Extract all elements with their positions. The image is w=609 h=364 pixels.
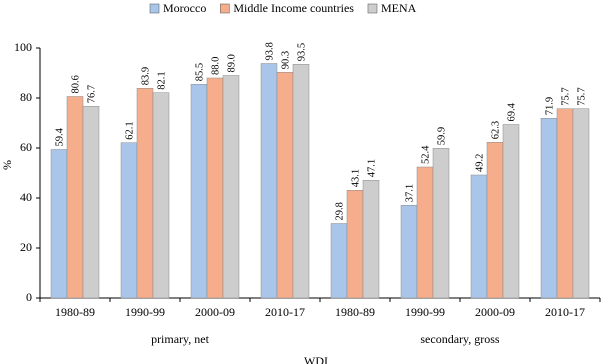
x-tick-label: 1990-99 (125, 305, 165, 319)
x-tick-label: 2000-09 (475, 305, 515, 319)
x-tick-label: 2000-09 (195, 305, 235, 319)
value-label: 89.0 (226, 54, 237, 72)
bar (206, 77, 224, 299)
bar (486, 142, 504, 299)
bar (362, 180, 380, 299)
legend-label: Middle Income countries (233, 1, 354, 15)
bar (82, 106, 100, 299)
legend-swatch (367, 3, 378, 14)
legend-swatch (149, 3, 160, 14)
bar (292, 64, 310, 299)
y-tick-label: 100 (14, 40, 32, 54)
value-label: 29.8 (334, 202, 345, 220)
bar (50, 149, 68, 299)
bar (502, 124, 520, 299)
y-axis-label: % (0, 160, 14, 170)
value-label: 52.4 (420, 145, 431, 164)
bar (432, 148, 450, 299)
value-label: 85.5 (194, 63, 205, 81)
source: WDI (304, 354, 328, 364)
y-tick-label: 40 (20, 190, 32, 204)
bar (540, 118, 558, 299)
x-tick-label: 1980-89 (55, 305, 95, 319)
y-tick-label: 0 (26, 290, 32, 304)
value-label: 93.8 (264, 42, 275, 60)
bar (276, 72, 294, 299)
group-label: secondary, gross (420, 332, 500, 346)
bar (222, 75, 240, 299)
bar (346, 190, 364, 299)
value-label: 49.2 (474, 154, 485, 172)
y-tick-label: 80 (20, 90, 32, 104)
y-tick-label: 20 (20, 240, 32, 254)
value-label: 69.4 (506, 102, 517, 121)
bar (556, 108, 574, 299)
bar (190, 84, 208, 299)
x-tick-label: 1990-99 (405, 305, 445, 319)
value-label: 59.4 (54, 127, 65, 146)
bar (120, 142, 138, 299)
legend-label: Morocco (163, 1, 206, 15)
bar (260, 63, 278, 299)
value-label: 71.9 (544, 97, 555, 115)
group-label: primary, net (151, 332, 210, 346)
value-label: 62.3 (490, 121, 501, 139)
value-label: 43.1 (350, 169, 361, 187)
value-label: 37.1 (404, 184, 415, 202)
value-label: 47.1 (366, 159, 377, 177)
bar (66, 96, 84, 299)
bar (572, 108, 590, 299)
y-tick-label: 60 (20, 140, 32, 154)
x-tick-label: 2010-17 (545, 305, 585, 319)
legend-swatch (220, 3, 230, 14)
value-label: 88.0 (210, 57, 221, 75)
value-label: 59.9 (436, 127, 447, 145)
value-label: 62.1 (124, 121, 135, 139)
bar (470, 174, 488, 299)
x-tick-label: 2010-17 (265, 305, 305, 319)
legend-label: MENA (381, 1, 417, 15)
value-label: 82.1 (156, 71, 167, 89)
value-label: 90.3 (280, 51, 291, 69)
x-tick-label: 1980-89 (335, 305, 375, 319)
value-label: 83.9 (140, 67, 151, 85)
value-label: 75.7 (560, 87, 571, 105)
value-label: 80.6 (70, 75, 81, 93)
bar (400, 205, 418, 299)
value-label: 76.7 (86, 85, 97, 103)
value-label: 93.5 (296, 43, 307, 61)
bar (136, 88, 154, 299)
bar (152, 92, 170, 299)
bar (416, 166, 434, 299)
value-label: 75.7 (576, 87, 587, 105)
bar (330, 223, 348, 299)
